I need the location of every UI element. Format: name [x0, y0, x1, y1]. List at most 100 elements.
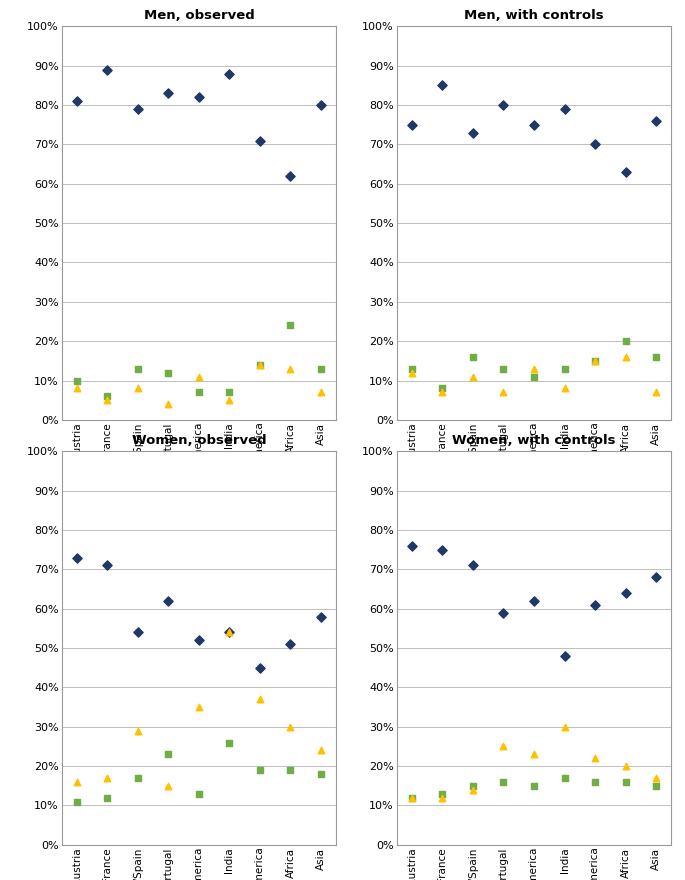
Inactive: [71, 774, 82, 788]
Inactive: [255, 693, 266, 707]
Inactive: [590, 752, 601, 766]
Unemployed: [559, 362, 570, 376]
Unemployed: [224, 385, 235, 400]
Employed: [467, 559, 478, 573]
Employed: [193, 634, 204, 648]
Employed: [406, 539, 417, 553]
Inactive: [651, 385, 662, 400]
Employed: [498, 605, 509, 620]
Employed: [132, 626, 143, 640]
Unemployed: [498, 774, 509, 788]
Inactive: [316, 385, 327, 400]
Employed: [620, 586, 631, 600]
Inactive: [620, 350, 631, 364]
Unemployed: [316, 362, 327, 376]
Unemployed: [590, 354, 601, 368]
Inactive: [559, 720, 570, 734]
Employed: [163, 86, 174, 100]
Inactive: [132, 723, 143, 737]
Employed: [437, 543, 448, 557]
Employed: [590, 598, 601, 612]
Employed: [224, 67, 235, 81]
Unemployed: [467, 779, 478, 793]
Employed: [102, 559, 113, 573]
Unemployed: [620, 774, 631, 788]
Unemployed: [529, 779, 540, 793]
Unemployed: [590, 774, 601, 788]
Inactive: [467, 370, 478, 384]
Inactive: [529, 362, 540, 376]
Inactive: [224, 626, 235, 640]
Unemployed: [71, 373, 82, 387]
Unemployed: [651, 350, 662, 364]
Employed: [71, 551, 82, 565]
Inactive: [285, 720, 296, 734]
Inactive: [498, 739, 509, 753]
Inactive: [529, 747, 540, 761]
Employed: [224, 626, 235, 640]
Inactive: [620, 759, 631, 774]
Employed: [559, 102, 570, 116]
Employed: [316, 610, 327, 624]
Unemployed: [102, 389, 113, 403]
Unemployed: [224, 736, 235, 750]
Unemployed: [71, 795, 82, 809]
Unemployed: [193, 787, 204, 801]
Employed: [498, 98, 509, 112]
Inactive: [437, 790, 448, 804]
Inactive: [224, 393, 235, 407]
Unemployed: [406, 362, 417, 376]
Employed: [467, 126, 478, 140]
Unemployed: [132, 771, 143, 785]
Unemployed: [102, 790, 113, 804]
Title: Women, with controls: Women, with controls: [452, 435, 616, 447]
Unemployed: [437, 787, 448, 801]
Unemployed: [651, 779, 662, 793]
Unemployed: [498, 362, 509, 376]
Inactive: [316, 744, 327, 758]
Inactive: [406, 365, 417, 379]
Unemployed: [132, 362, 143, 376]
Employed: [651, 114, 662, 128]
Inactive: [193, 700, 204, 715]
Inactive: [590, 354, 601, 368]
Inactive: [71, 381, 82, 395]
Unemployed: [285, 763, 296, 777]
Employed: [71, 94, 82, 108]
Employed: [406, 118, 417, 132]
Unemployed: [467, 350, 478, 364]
Title: Men, with controls: Men, with controls: [464, 10, 603, 23]
Employed: [590, 137, 601, 151]
Unemployed: [437, 381, 448, 395]
Unemployed: [255, 358, 266, 372]
Unemployed: [620, 334, 631, 348]
Employed: [255, 661, 266, 675]
Title: Women, observed: Women, observed: [132, 435, 266, 447]
Unemployed: [163, 747, 174, 761]
Inactive: [193, 370, 204, 384]
Unemployed: [193, 385, 204, 400]
Employed: [437, 78, 448, 92]
Unemployed: [559, 771, 570, 785]
Inactive: [437, 385, 448, 400]
Unemployed: [255, 763, 266, 777]
Employed: [285, 637, 296, 651]
Legend: Employed, Unemployed, Inactive: Employed, Unemployed, Inactive: [416, 654, 651, 664]
Inactive: [102, 393, 113, 407]
Employed: [163, 594, 174, 608]
Employed: [132, 102, 143, 116]
Employed: [102, 62, 113, 77]
Employed: [651, 570, 662, 584]
Inactive: [132, 381, 143, 395]
Inactive: [163, 397, 174, 411]
Unemployed: [163, 365, 174, 379]
Inactive: [498, 385, 509, 400]
Employed: [529, 594, 540, 608]
Employed: [529, 118, 540, 132]
Employed: [285, 169, 296, 183]
Employed: [620, 165, 631, 179]
Employed: [559, 649, 570, 663]
Inactive: [285, 362, 296, 376]
Unemployed: [406, 790, 417, 804]
Inactive: [255, 358, 266, 372]
